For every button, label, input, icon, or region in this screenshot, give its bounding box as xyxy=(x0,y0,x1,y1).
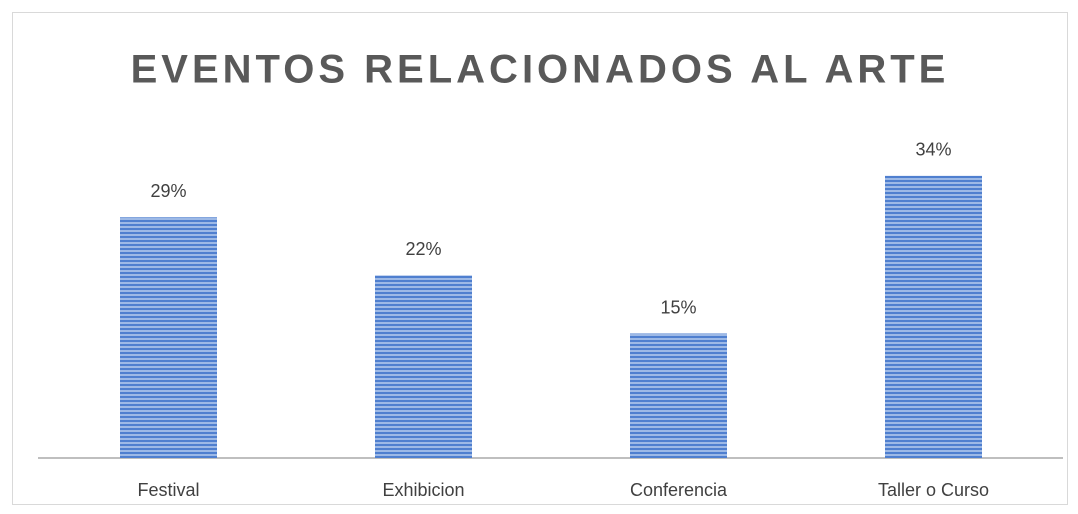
bar xyxy=(375,275,472,458)
chart-title: EVENTOS RELACIONADOS AL ARTE xyxy=(131,48,950,92)
x-tick-label: Taller o Curso xyxy=(878,480,989,500)
x-tick-label: Conferencia xyxy=(630,480,728,500)
bar xyxy=(630,333,727,458)
data-label: 22% xyxy=(405,239,441,259)
x-tick-label: Festival xyxy=(137,480,199,500)
x-tick-label: Exhibicion xyxy=(382,480,464,500)
data-label: 15% xyxy=(660,297,696,317)
bar xyxy=(120,217,217,458)
bar xyxy=(885,175,982,459)
data-label: 29% xyxy=(150,181,186,201)
data-label: 34% xyxy=(915,140,951,160)
